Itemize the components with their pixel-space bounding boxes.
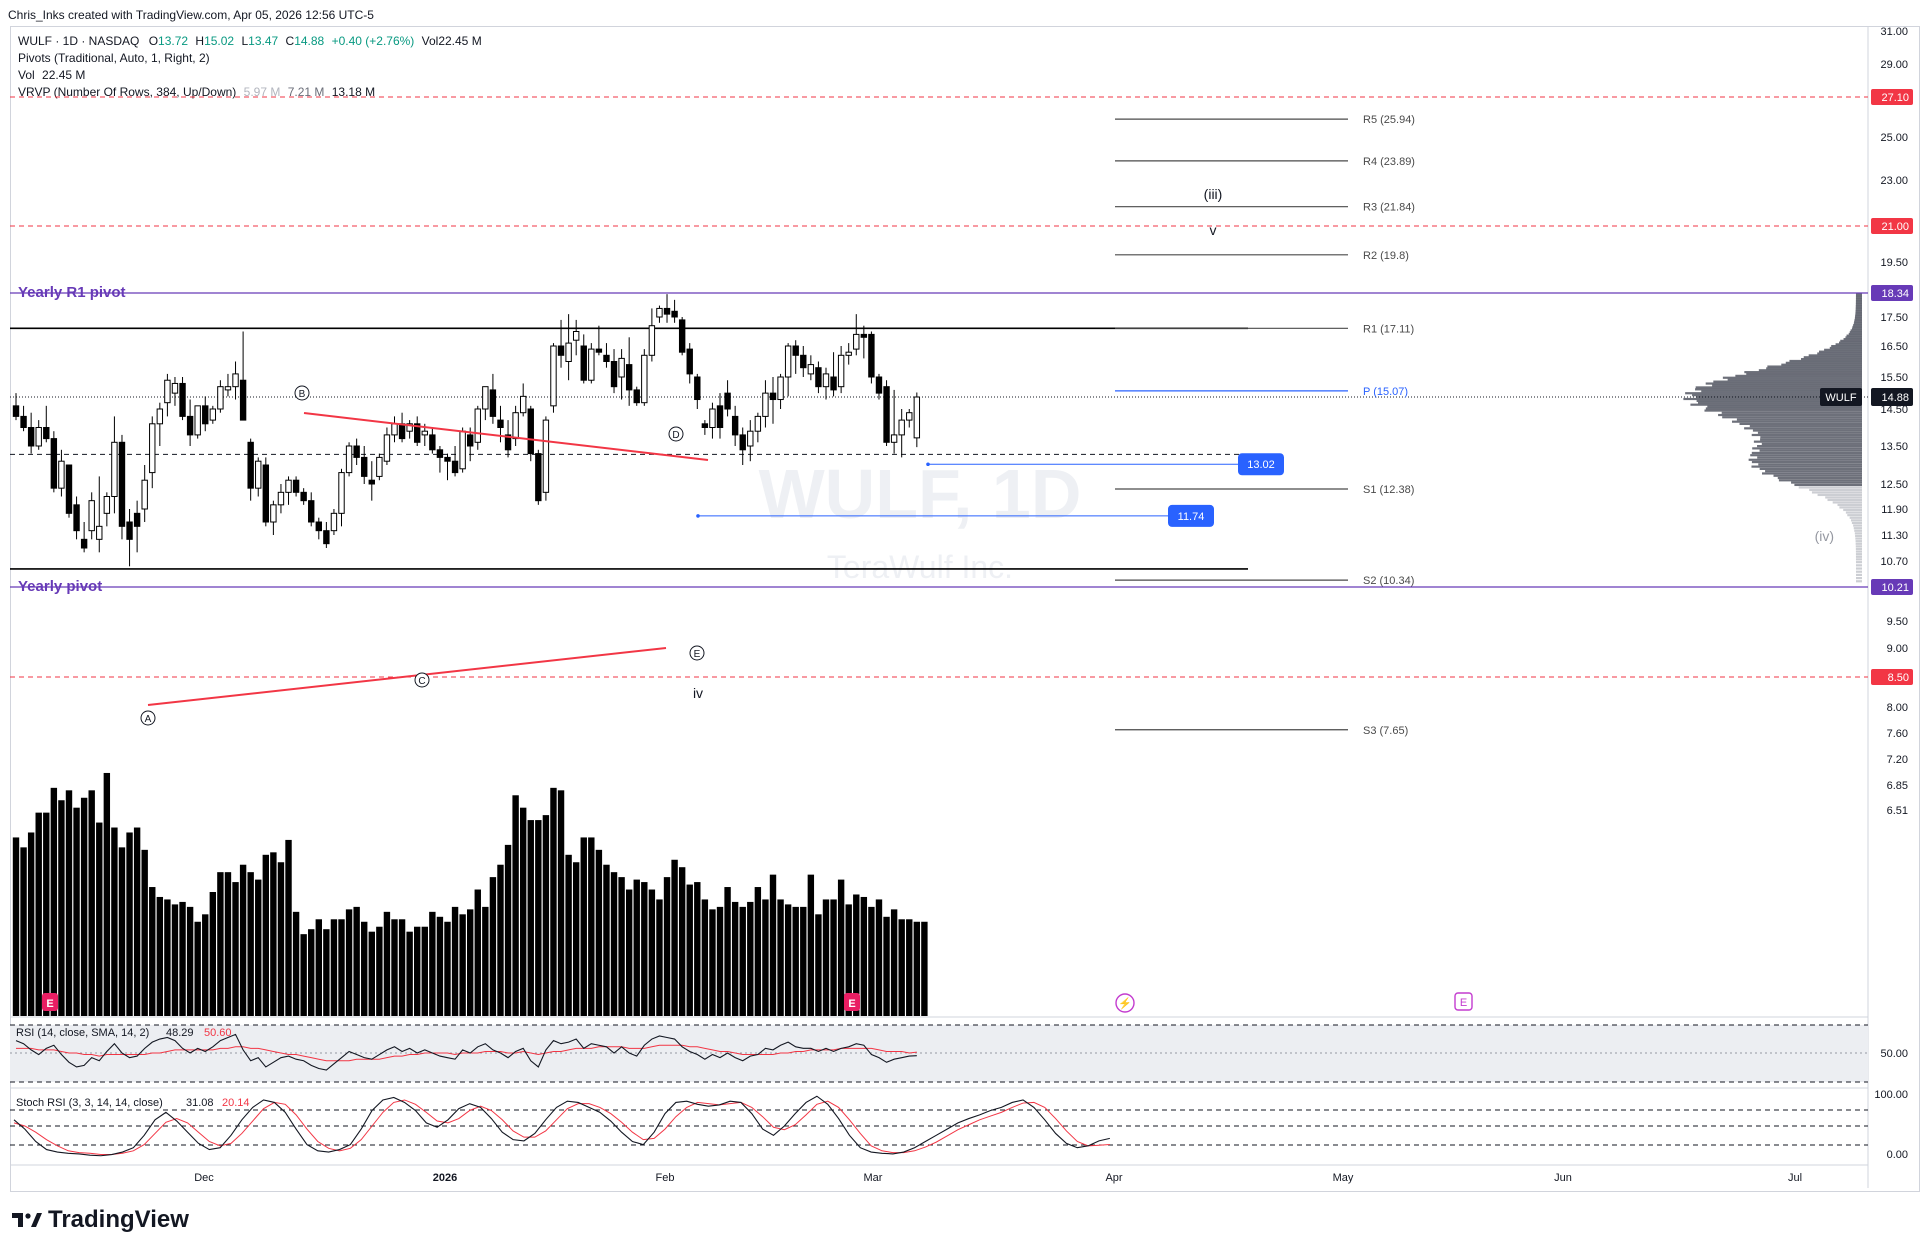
vrvp-total-value: 13.18 M <box>331 85 376 99</box>
symbol-legend[interactable]: WULF · 1D · NASDAQ O13.72 H15.02 L13.47 … <box>18 34 482 48</box>
volume-legend[interactable]: Vol 22.45 M <box>18 68 85 82</box>
vol-value: 22.45 M <box>438 34 482 48</box>
tradingview-brand-name: TradingView <box>48 1206 189 1233</box>
created-by-header: Chris_Inks created with TradingView.com,… <box>8 8 374 22</box>
low-label: L <box>241 34 249 48</box>
symbol-name[interactable]: WULF · 1D · NASDAQ <box>18 34 140 48</box>
high-value: 15.02 <box>204 34 235 48</box>
close-label: C <box>285 34 295 48</box>
open-label: O <box>148 34 159 48</box>
pivots-legend[interactable]: Pivots (Traditional, Auto, 1, Right, 2) <box>18 51 210 65</box>
open-value: 13.72 <box>158 34 189 48</box>
change-value: +0.40 (+2.76%) <box>331 34 415 48</box>
close-value: 14.88 <box>294 34 325 48</box>
volume-legend-value: 22.45 M <box>42 68 86 82</box>
vrvp-legend[interactable]: VRVP (Number Of Rows, 384, Up/Down) 5.97… <box>18 85 375 99</box>
vrvp-up-value: 5.97 M <box>243 85 281 99</box>
high-label: H <box>195 34 205 48</box>
volume-legend-label: Vol <box>18 68 35 82</box>
tradingview-logo[interactable]: TradingView <box>12 1206 189 1234</box>
vol-label: Vol <box>421 34 439 48</box>
tradingview-logo-icon <box>12 1213 42 1227</box>
chart-frame <box>10 26 1920 1192</box>
vrvp-label: VRVP (Number Of Rows, 384, Up/Down) <box>18 85 237 99</box>
vrvp-down-value: 7.21 M <box>287 85 325 99</box>
low-value: 13.47 <box>248 34 279 48</box>
